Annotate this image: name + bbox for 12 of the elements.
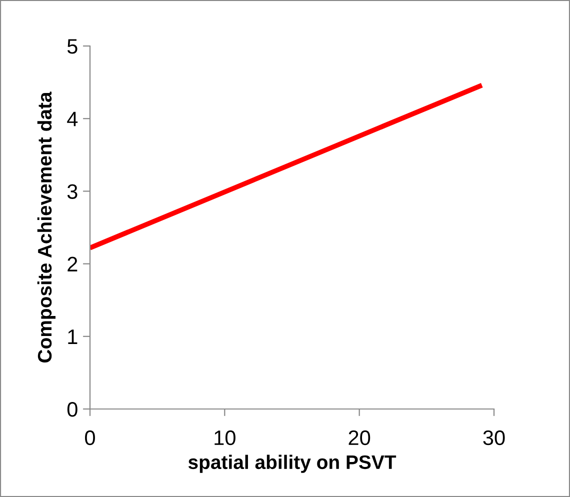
y-tick-label: 3: [67, 184, 78, 199]
x-tick-label: 30: [483, 430, 505, 446]
y-tick-label: 0: [67, 402, 78, 417]
y-axis-title: Composite Achievement data: [37, 92, 56, 362]
x-tick-label: 0: [85, 430, 95, 446]
x-axis-title: spatial ability on PSVT: [188, 454, 396, 473]
y-tick-label: 5: [67, 39, 78, 54]
y-tick-label: 2: [68, 256, 78, 272]
y-tick-label: 1: [68, 330, 78, 344]
x-tick-label: 10: [214, 430, 236, 446]
x-tick-label: 20: [348, 430, 370, 446]
y-tick-label: 4: [67, 112, 78, 126]
